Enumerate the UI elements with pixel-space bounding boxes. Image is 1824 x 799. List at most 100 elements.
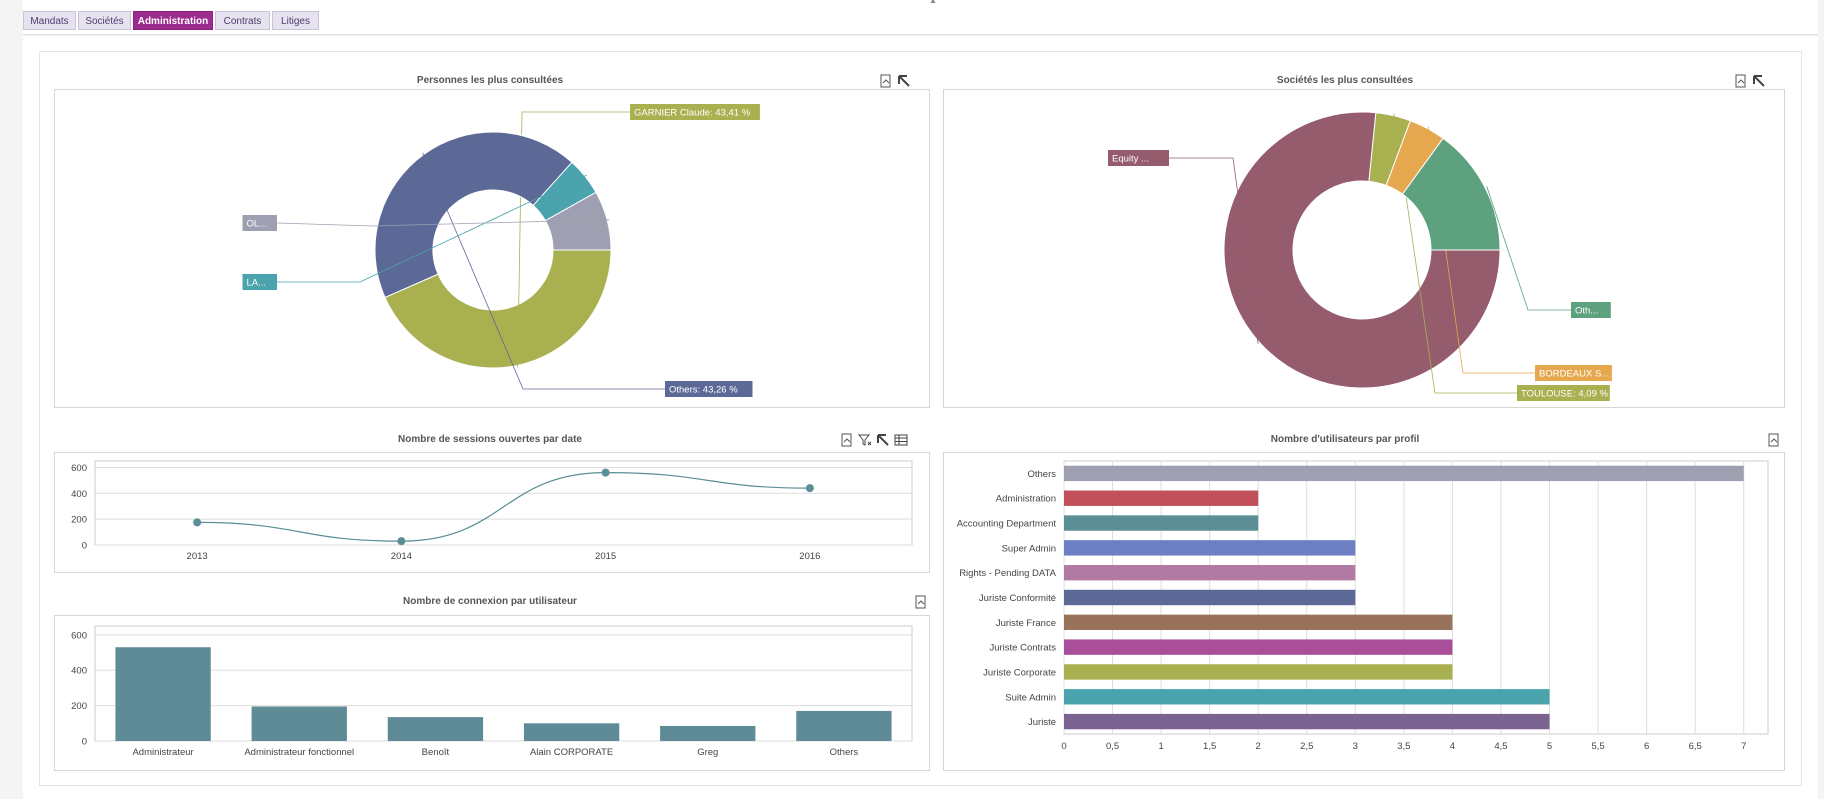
y-tick-label: Others — [1027, 469, 1056, 480]
x-tick-label: 1 — [1158, 741, 1163, 752]
tab-societes[interactable]: Sociétés — [78, 11, 131, 30]
zoom-out-icon[interactable] — [876, 433, 890, 447]
pie-label: OL... — [247, 219, 268, 230]
profiles-bar-chart: 0 0,5 1 1,5 2 2,5 3 3,5 4 4,5 5 5,5 6 6,5 7 Others Admin… — [957, 460, 1769, 752]
x-tick-label: 2016 — [799, 551, 820, 562]
pie-label-box — [1571, 302, 1611, 318]
pie-slice — [384, 249, 612, 369]
pie-label: GARNIER Claude: 43,41 % — [634, 108, 751, 119]
y-tick-label: Juriste France — [996, 618, 1056, 629]
pie-label-box — [1108, 150, 1169, 166]
x-tick-label: Greg — [697, 747, 718, 758]
y-tick-label: 200 — [71, 701, 87, 712]
table-view-icon[interactable] — [894, 433, 908, 447]
pie-leader-line — [1169, 157, 1259, 344]
connections-chart-area: 0 200 400 600 Administrateur Administrateur f… — [54, 615, 930, 771]
y-tick-label: Accounting Department — [957, 519, 1057, 530]
x-tick-label: 0 — [1061, 741, 1066, 752]
companies-chart-title: Sociétés les plus consultées — [1276, 75, 1414, 86]
x-tick-label: 1,5 — [1203, 741, 1216, 752]
x-tick-label: 4,5 — [1494, 741, 1507, 752]
tab-contrats[interactable]: Contrats — [215, 11, 270, 30]
tab-mandats[interactable]: Mandats — [23, 11, 76, 30]
collapse-caret-icon[interactable]: ▲ — [929, 0, 937, 5]
pie-label-box — [242, 215, 277, 231]
pie-slice — [544, 191, 612, 251]
filter-clear-icon[interactable] — [857, 433, 872, 447]
zoom-out-icon[interactable] — [897, 74, 911, 88]
tab-administration[interactable]: Administration — [133, 11, 213, 30]
x-tick-label: 3 — [1353, 741, 1358, 752]
sessions-chart-area: 0 200 400 600 2013 2014 2015 2016 — [54, 452, 930, 573]
export-icon[interactable] — [914, 595, 928, 609]
x-tick-label: 2013 — [187, 551, 208, 562]
export-icon[interactable] — [879, 74, 893, 88]
export-icon[interactable] — [1734, 74, 1748, 88]
export-icon[interactable] — [840, 433, 854, 447]
y-tick-label: 0 — [82, 541, 87, 552]
bar — [1064, 589, 1356, 606]
x-tick-label: 4 — [1450, 741, 1455, 752]
companies-pie-chart: Equity ... TOULOUSE: 4,09 % BORDEAUX S... O… — [1108, 111, 1612, 401]
y-tick-label: 600 — [71, 630, 87, 641]
dashboard-container: Personnes les plus consultées GARNIER Cl… — [39, 51, 1802, 786]
tab-bar: Mandats Sociétés Administration Contrats… — [23, 8, 1818, 35]
bar — [1064, 564, 1356, 581]
connections-chart-title: Nombre de connexion par utilisateur — [403, 596, 577, 607]
connections-bar-chart: 0 200 400 600 Administrateur Administrateur f… — [71, 625, 913, 758]
x-tick-label: 2015 — [595, 551, 616, 562]
pie-label-box — [630, 104, 760, 120]
y-tick-label: Super Admin — [1002, 543, 1056, 554]
persons-chart-title: Personnes les plus consultées — [416, 75, 564, 86]
bar — [1064, 515, 1259, 531]
y-tick-label: Juriste Contrats — [989, 643, 1056, 654]
x-tick-label: Administrateur fonctionnel — [244, 747, 354, 758]
x-tick-label: 5 — [1547, 741, 1552, 752]
pie-leader-line — [1393, 113, 1517, 394]
x-tick-label: 0,5 — [1106, 741, 1119, 752]
pie-label: LA... — [247, 278, 267, 289]
y-tick-label: 0 — [82, 737, 87, 748]
y-tick-label: Juriste — [1028, 717, 1056, 728]
bar — [796, 710, 892, 741]
pie-leader-line — [422, 152, 665, 390]
y-tick-label: 400 — [71, 489, 87, 500]
x-tick-label: Administrateur — [132, 747, 193, 758]
persons-chart-area: GARNIER Claude: 43,41 % Others: 43,26 % LA… — [54, 89, 930, 408]
data-point — [193, 518, 202, 527]
x-tick-label: 6 — [1644, 741, 1649, 752]
pie-leader-line — [517, 111, 630, 368]
pie-label: Equity ... — [1112, 154, 1149, 165]
y-tick-label: 200 — [71, 515, 87, 526]
bar — [1064, 713, 1550, 730]
bar — [1064, 540, 1356, 556]
persons-pie-chart: GARNIER Claude: 43,41 % Others: 43,26 % LA… — [242, 104, 760, 397]
bar — [251, 706, 347, 741]
tab-litiges[interactable]: Litiges — [272, 11, 319, 30]
y-tick-label: 600 — [71, 463, 87, 474]
x-tick-label: 2014 — [391, 551, 412, 562]
bar — [1064, 664, 1453, 680]
profiles-chart-title: Nombre d'utilisateurs par profil — [1270, 434, 1420, 445]
x-tick-label: 7 — [1741, 741, 1746, 752]
x-tick-label: Alain CORPORATE — [530, 747, 613, 758]
pie-label-box — [242, 274, 277, 290]
bar — [1064, 490, 1259, 506]
pie-label-box — [1517, 385, 1610, 401]
x-tick-label: 2 — [1256, 741, 1261, 752]
companies-chart-area: Equity ... TOULOUSE: 4,09 % BORDEAUX S... O… — [943, 89, 1785, 408]
pie-label-box — [665, 381, 753, 397]
profiles-chart-area: 0 0,5 1 1,5 2 2,5 3 3,5 4 4,5 5 5,5 6 6,5 7 Others Admin… — [943, 452, 1785, 771]
zoom-out-icon[interactable] — [1752, 74, 1766, 88]
x-tick-label: 5,5 — [1591, 741, 1604, 752]
y-tick-label: Administration — [996, 494, 1056, 505]
export-icon[interactable] — [1767, 433, 1781, 447]
data-point — [601, 468, 610, 477]
sessions-chart-title: Nombre de sessions ouvertes par date — [398, 434, 582, 445]
data-point — [397, 537, 406, 546]
pie-slice — [1223, 111, 1501, 389]
pie-label: TOULOUSE: 4,09 % — [1521, 389, 1608, 400]
bar — [1064, 465, 1744, 482]
x-tick-label: 3,5 — [1397, 741, 1410, 752]
bar — [523, 723, 620, 741]
